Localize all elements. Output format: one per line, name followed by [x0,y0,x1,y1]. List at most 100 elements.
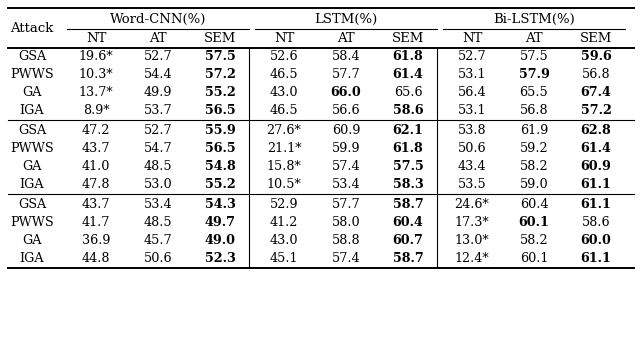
Text: SEM: SEM [204,33,236,46]
Text: 57.2: 57.2 [205,69,236,82]
Text: 52.3: 52.3 [205,253,236,265]
Text: 41.7: 41.7 [82,217,110,229]
Text: 13.0*: 13.0* [454,235,490,247]
Text: 61.1: 61.1 [580,253,611,265]
Text: 50.6: 50.6 [458,143,486,155]
Text: 56.6: 56.6 [332,104,360,118]
Text: 57.5: 57.5 [392,161,424,173]
Text: 58.8: 58.8 [332,235,360,247]
Text: 58.2: 58.2 [520,161,548,173]
Text: 53.8: 53.8 [458,125,486,137]
Text: 60.9: 60.9 [332,125,360,137]
Text: 58.0: 58.0 [332,217,360,229]
Text: IGA: IGA [20,179,44,191]
Text: PWWS: PWWS [10,143,54,155]
Text: 57.4: 57.4 [332,253,360,265]
Text: SEM: SEM [580,33,612,46]
Text: 61.4: 61.4 [392,69,424,82]
Text: 53.5: 53.5 [458,179,486,191]
Text: 56.8: 56.8 [520,104,548,118]
Text: 60.1: 60.1 [520,253,548,265]
Text: PWWS: PWWS [10,217,54,229]
Text: 58.4: 58.4 [332,51,360,64]
Text: 61.8: 61.8 [392,51,424,64]
Text: 58.3: 58.3 [392,179,424,191]
Text: AT: AT [149,33,167,46]
Text: 60.1: 60.1 [518,217,549,229]
Text: GSA: GSA [18,51,46,64]
Text: 17.3*: 17.3* [454,217,490,229]
Text: 61.1: 61.1 [580,199,611,211]
Text: 58.7: 58.7 [392,199,424,211]
Text: 56.5: 56.5 [205,104,236,118]
Text: 43.7: 43.7 [82,199,110,211]
Text: 60.4: 60.4 [520,199,548,211]
Text: Attack: Attack [10,21,54,35]
Text: NT: NT [274,33,294,46]
Text: 52.7: 52.7 [144,125,172,137]
Text: 43.4: 43.4 [458,161,486,173]
Text: 65.6: 65.6 [394,86,422,100]
Text: 55.2: 55.2 [205,179,236,191]
Text: 60.4: 60.4 [392,217,424,229]
Text: GSA: GSA [18,125,46,137]
Text: 53.4: 53.4 [332,179,360,191]
Text: SEM: SEM [392,33,424,46]
Text: 48.5: 48.5 [144,217,172,229]
Text: 46.5: 46.5 [269,69,298,82]
Text: GSA: GSA [18,199,46,211]
Text: 53.4: 53.4 [144,199,172,211]
Text: 60.0: 60.0 [580,235,611,247]
Text: 10.3*: 10.3* [79,69,113,82]
Text: 46.5: 46.5 [269,104,298,118]
Text: 54.7: 54.7 [144,143,172,155]
Text: GA: GA [22,235,42,247]
Text: 41.2: 41.2 [270,217,298,229]
Text: 10.5*: 10.5* [267,179,301,191]
Text: 60.9: 60.9 [580,161,611,173]
Text: 52.6: 52.6 [269,51,298,64]
Text: 56.8: 56.8 [582,69,611,82]
Text: 56.5: 56.5 [205,143,236,155]
Text: 61.1: 61.1 [580,179,611,191]
Text: 67.4: 67.4 [580,86,611,100]
Text: 58.2: 58.2 [520,235,548,247]
Text: NT: NT [462,33,482,46]
Text: 55.9: 55.9 [205,125,236,137]
Text: 8.9*: 8.9* [83,104,109,118]
Text: Word-CNN(%): Word-CNN(%) [110,12,206,26]
Text: 57.9: 57.9 [518,69,549,82]
Text: 56.4: 56.4 [458,86,486,100]
Text: 50.6: 50.6 [144,253,172,265]
Text: 55.2: 55.2 [205,86,236,100]
Text: 58.7: 58.7 [392,253,424,265]
Text: 48.5: 48.5 [144,161,172,173]
Text: 43.7: 43.7 [82,143,110,155]
Text: 19.6*: 19.6* [79,51,113,64]
Text: 47.8: 47.8 [82,179,110,191]
Text: LSTM(%): LSTM(%) [314,12,378,26]
Text: 45.7: 45.7 [144,235,172,247]
Text: 12.4*: 12.4* [454,253,490,265]
Text: 57.7: 57.7 [332,69,360,82]
Text: 47.2: 47.2 [82,125,110,137]
Text: 57.5: 57.5 [205,51,236,64]
Text: 27.6*: 27.6* [267,125,301,137]
Text: 53.0: 53.0 [144,179,172,191]
Text: 59.9: 59.9 [332,143,360,155]
Text: 57.7: 57.7 [332,199,360,211]
Text: IGA: IGA [20,253,44,265]
Text: 57.4: 57.4 [332,161,360,173]
Text: 36.9: 36.9 [82,235,110,247]
Text: PWWS: PWWS [10,69,54,82]
Text: 60.7: 60.7 [392,235,424,247]
Text: GA: GA [22,161,42,173]
Text: 66.0: 66.0 [331,86,362,100]
Text: 49.0: 49.0 [205,235,236,247]
Text: 54.3: 54.3 [205,199,236,211]
Text: 43.0: 43.0 [269,86,298,100]
Text: 57.2: 57.2 [580,104,611,118]
Text: 43.0: 43.0 [269,235,298,247]
Text: 54.4: 54.4 [144,69,172,82]
Text: 41.0: 41.0 [82,161,110,173]
